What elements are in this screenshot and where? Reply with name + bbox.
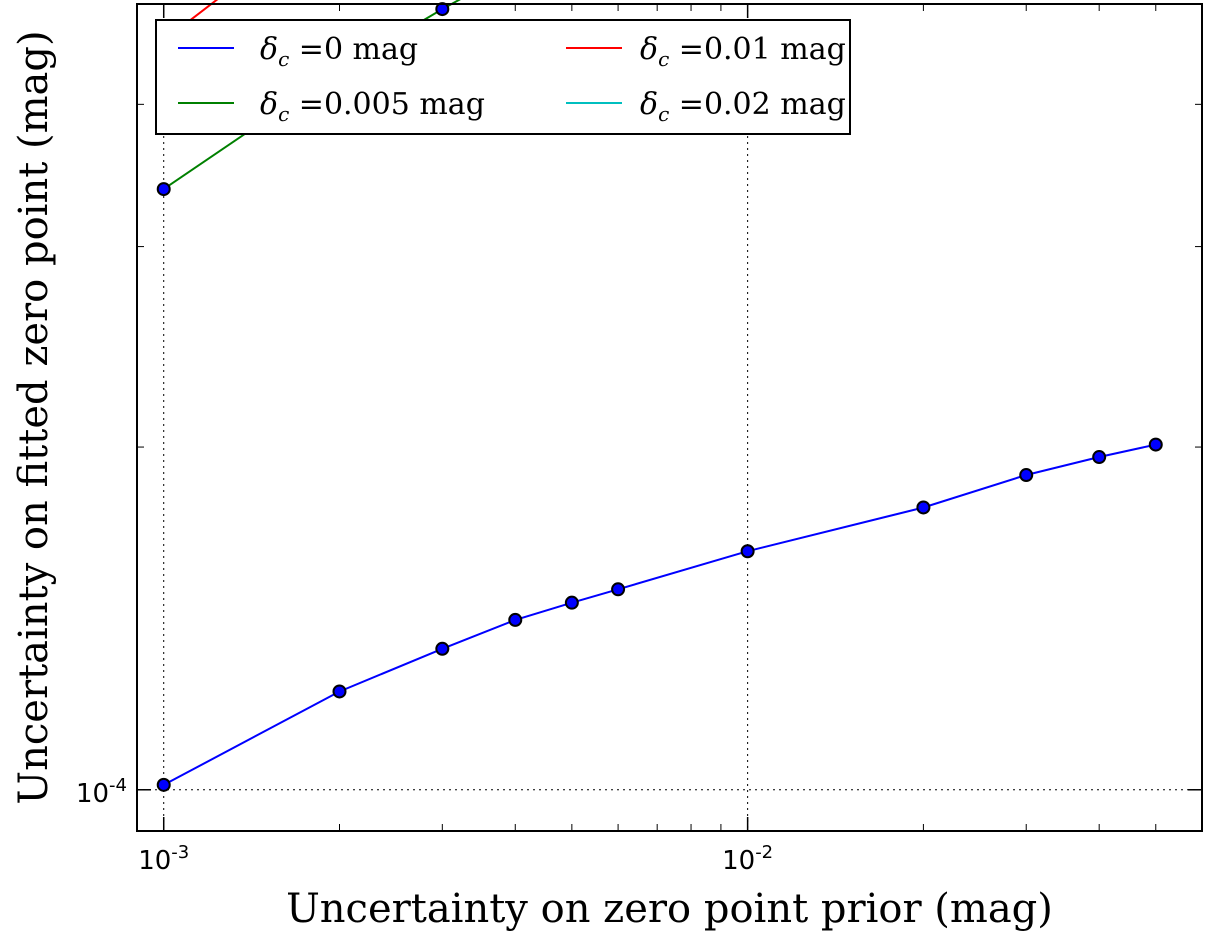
tick-labels: 10-310-210-410-3 [76, 775, 773, 876]
major-ticks [137, 4, 1202, 831]
data-point [916, 500, 931, 515]
legend-label: δc =0.01 mag [640, 32, 846, 71]
data-point [156, 777, 171, 792]
legend-entry: δc =0.005 mag [178, 87, 485, 126]
plot-frame [136, 3, 1203, 832]
data-point [156, 182, 171, 197]
legend-label: δc =0 mag [260, 32, 418, 71]
x-axis-label: Uncertainty on zero point prior (mag) [286, 886, 1053, 932]
data-point [1148, 437, 1163, 452]
legend-entry: δc =0.01 mag [566, 32, 846, 71]
legend: δc =0 mag δc =0.005 mag δc =0.01 mag δc =0.… [155, 19, 851, 135]
data-point [1092, 450, 1107, 465]
legend-box [155, 19, 851, 135]
legend-label: δc =0.005 mag [260, 87, 485, 126]
data-point [564, 595, 579, 610]
data-point [508, 612, 523, 627]
data-point [435, 641, 450, 656]
legend-entry: δc =0 mag [178, 32, 418, 71]
data-point [332, 684, 347, 699]
series-0 [156, 437, 1163, 792]
legend-entry: δc =0.02 mag [566, 87, 846, 126]
y-axis-label: Uncertainty on fitted zero point (mag) [11, 30, 57, 804]
x-tick-label: 10-2 [722, 842, 773, 876]
legend-label: δc =0.02 mag [640, 87, 846, 126]
x-tick-label: 10-3 [138, 842, 189, 876]
data-point [611, 582, 626, 597]
data-point [1019, 468, 1034, 483]
series-line [163, 443, 1157, 786]
data-point [740, 544, 755, 559]
y-tick-label: 10-4 [76, 775, 127, 809]
